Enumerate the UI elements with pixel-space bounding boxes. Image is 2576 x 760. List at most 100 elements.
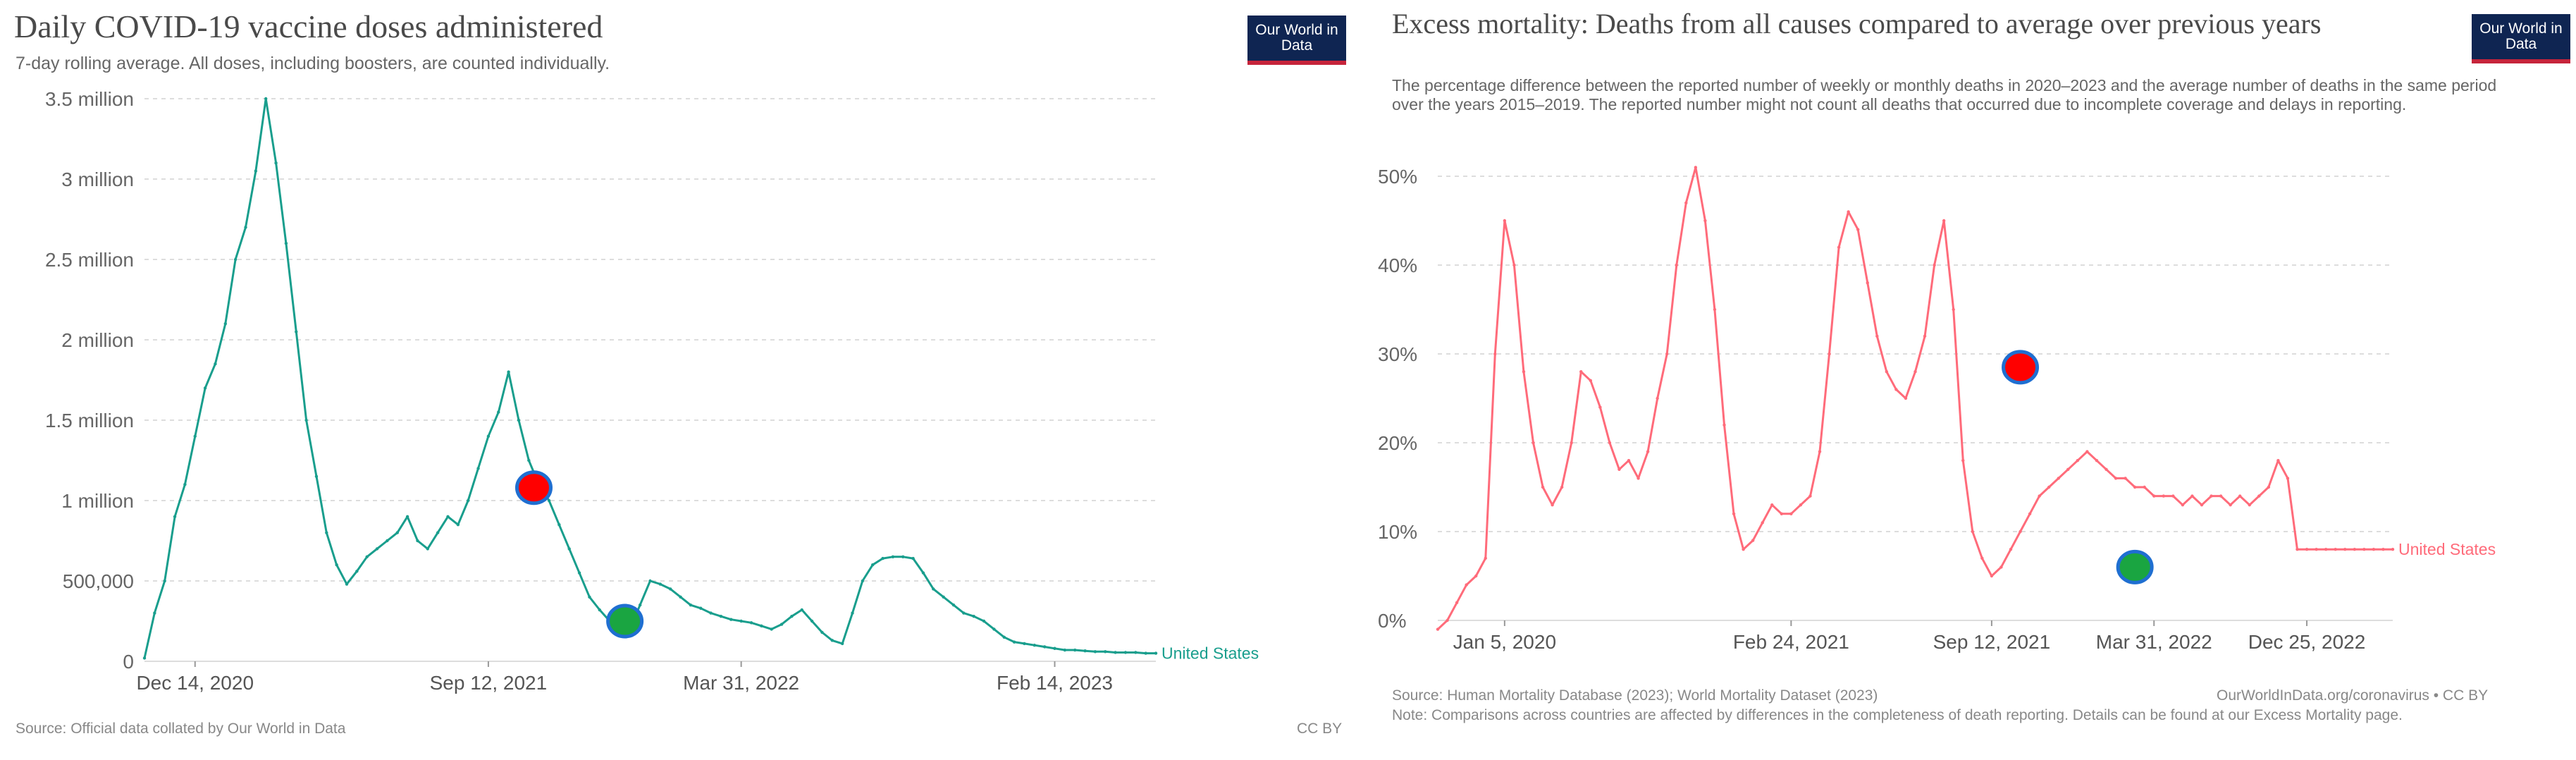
data-point [1818, 450, 1822, 453]
data-point [547, 498, 551, 503]
data-point [658, 582, 663, 586]
data-point [962, 611, 966, 615]
data-point [1144, 651, 1147, 655]
data-point [2286, 477, 2290, 480]
data-point [790, 614, 794, 618]
data-point [1560, 485, 1564, 489]
data-point [709, 611, 713, 615]
data-point [1761, 521, 1764, 525]
chart-title: Daily COVID-19 vaccine doses administere… [14, 8, 603, 44]
data-point [749, 621, 753, 625]
data-point [1952, 307, 1955, 312]
data-point [2238, 494, 2242, 498]
data-point [1923, 334, 1927, 338]
data-point [405, 515, 409, 518]
data-point [2095, 459, 2099, 462]
data-point [2276, 459, 2280, 462]
data-point [355, 570, 359, 573]
data-point [497, 410, 500, 414]
data-point [2295, 548, 2299, 551]
data-point [436, 531, 440, 534]
data-point [1789, 512, 1793, 515]
data-point [1154, 651, 1158, 655]
data-point [325, 531, 328, 534]
data-point [507, 370, 510, 374]
data-point [264, 97, 268, 101]
data-point [669, 587, 672, 591]
highlight-marker [2116, 549, 2154, 584]
data-point [2143, 485, 2146, 489]
y-tick-label: 500,000 [63, 570, 134, 592]
data-point [1866, 281, 1869, 285]
data-point [467, 498, 470, 503]
data-point [567, 547, 571, 551]
data-point [1894, 388, 1898, 391]
series-end-label: United States [1161, 644, 1259, 663]
data-point [2162, 494, 2165, 498]
license-link[interactable]: CC BY [1297, 721, 1343, 737]
data-point [1684, 201, 1688, 204]
data-point [598, 608, 601, 612]
data-point [1742, 548, 1745, 551]
data-point [1703, 219, 1707, 223]
data-point [1063, 648, 1067, 652]
data-point [830, 639, 834, 642]
data-point [1474, 574, 1478, 578]
data-point [254, 169, 258, 173]
data-point [2200, 503, 2204, 507]
owid-logo[interactable]: Our World in Data [1247, 16, 1346, 65]
y-tick-label: 0% [1378, 610, 1406, 632]
data-point [1455, 601, 1459, 604]
data-point [972, 614, 975, 618]
data-point [395, 531, 399, 534]
x-tick-label: Mar 31, 2022 [683, 672, 799, 694]
data-point [2267, 485, 2271, 489]
data-point [577, 571, 581, 575]
data-point [1446, 618, 1449, 623]
data-point [1885, 370, 1889, 374]
data-point [1971, 529, 1974, 534]
data-point [779, 623, 784, 626]
data-point [1002, 635, 1006, 639]
data-point [1104, 650, 1107, 654]
data-point [1875, 334, 1879, 338]
data-point [2305, 548, 2309, 551]
data-point [1961, 459, 1965, 462]
data-point [770, 627, 773, 631]
data-point [1484, 556, 1487, 560]
y-tick-label: 2.5 million [45, 249, 134, 271]
y-tick-label: 20% [1378, 432, 1417, 454]
x-tick-label: Dec 25, 2022 [2248, 631, 2366, 653]
data-point [1033, 644, 1037, 647]
x-tick-label: Feb 14, 2023 [997, 672, 1113, 694]
data-point [2343, 548, 2347, 551]
data-point [1532, 441, 1535, 445]
data-point [760, 624, 763, 628]
data-point [557, 523, 561, 527]
data-point [233, 257, 238, 262]
data-point [2047, 485, 2051, 489]
data-point [1570, 441, 1573, 445]
data-point [1093, 650, 1097, 654]
data-point [2104, 467, 2108, 471]
highlight-marker [2002, 350, 2040, 385]
data-point [1598, 405, 1602, 409]
source-link[interactable]: OurWorldInData.org/coronavirus • CC BY [2217, 687, 2489, 704]
y-tick-label: 50% [1378, 166, 1417, 188]
series-line [1436, 166, 2393, 630]
data-point [699, 606, 703, 610]
data-point [1904, 396, 1908, 400]
series-end-label: United States [2398, 540, 2496, 558]
data-point [214, 362, 217, 366]
data-point [1589, 379, 1592, 382]
data-point [2028, 512, 2032, 515]
data-point [2076, 459, 2080, 462]
data-point [679, 595, 682, 599]
data-point [193, 434, 197, 438]
data-point [2038, 494, 2041, 498]
owid-logo[interactable]: Our World in Data [2472, 14, 2570, 63]
data-point [1083, 649, 1087, 653]
data-point [719, 614, 723, 618]
source-note: Source: Human Mortality Database (2023);… [1392, 687, 1878, 704]
y-tick-label: 30% [1378, 343, 1417, 365]
